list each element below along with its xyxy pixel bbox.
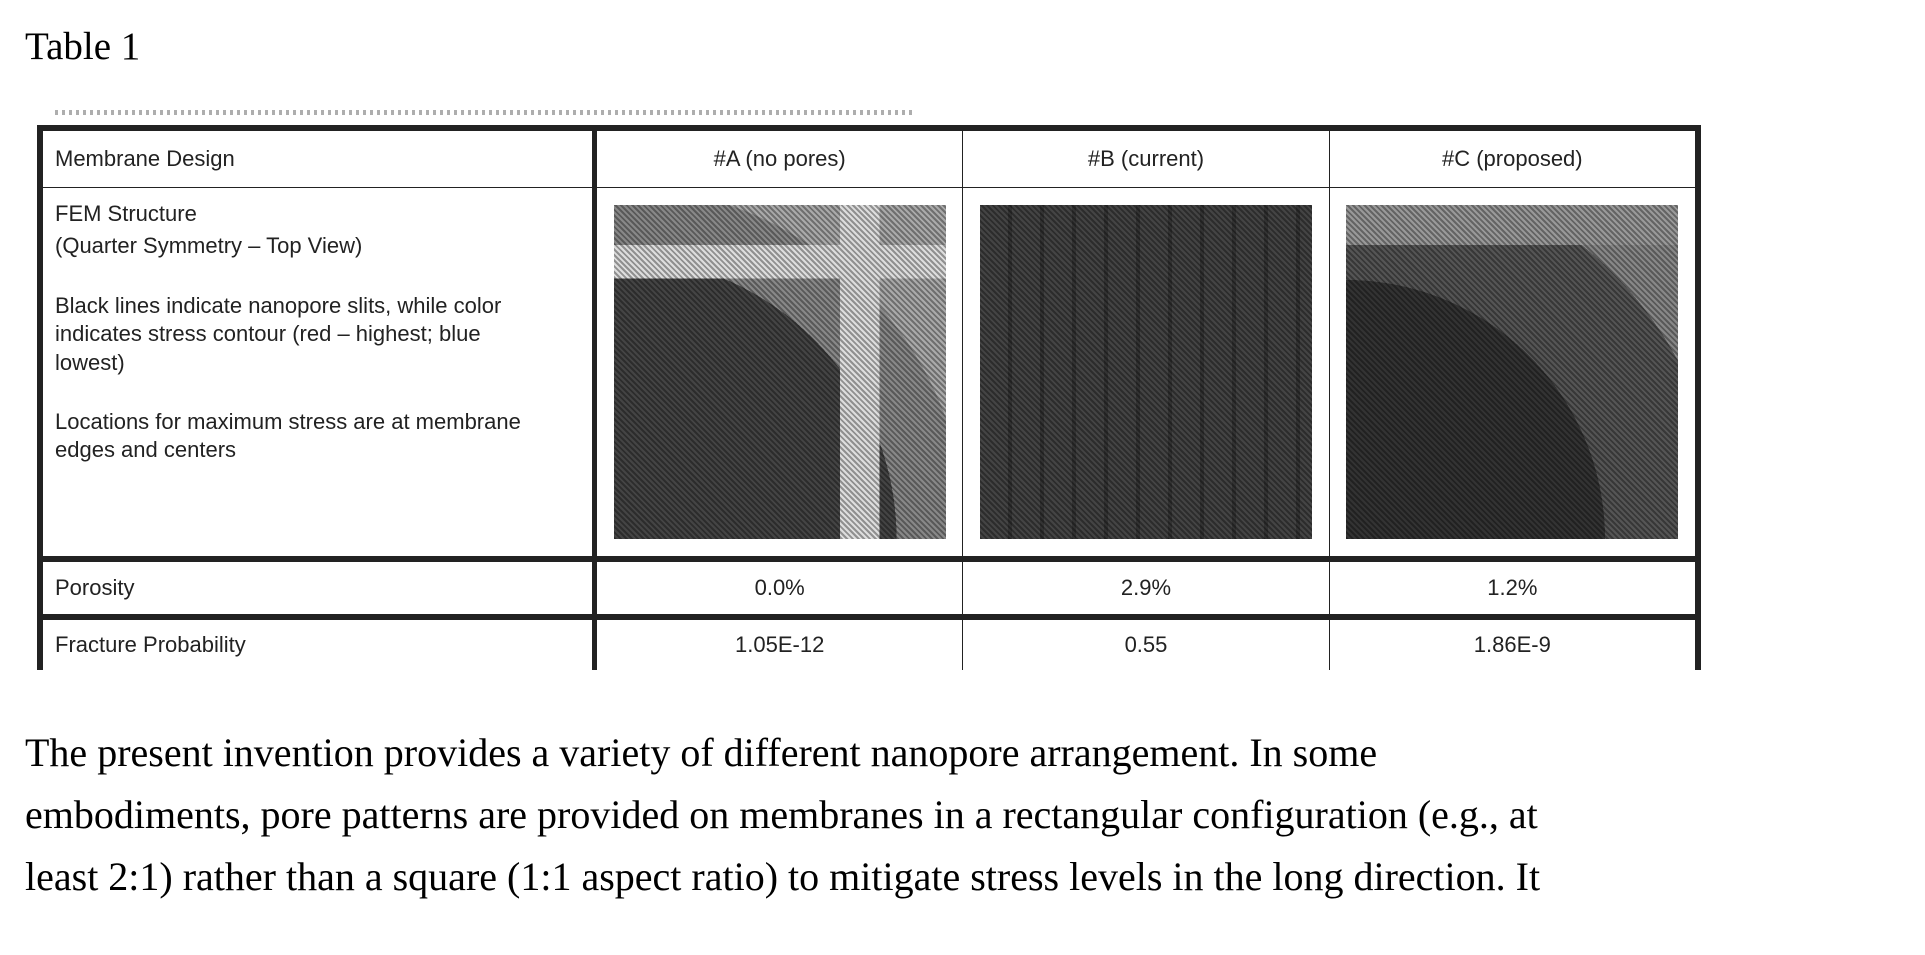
paragraph-line: embodiments, pore patterns are provided … xyxy=(25,784,1905,846)
fem-image-a xyxy=(614,205,946,539)
fem-description-cell: FEM Structure (Quarter Symmetry – Top Vi… xyxy=(40,188,595,560)
fem-note: Locations for maximum stress are at memb… xyxy=(55,408,535,465)
fem-image-c xyxy=(1346,205,1678,539)
table-cell: 1.86E-9 xyxy=(1329,617,1698,670)
fem-title: FEM Structure xyxy=(55,198,580,230)
table-row: Porosity 0.0% 2.9% 1.2% xyxy=(40,559,1698,617)
body-paragraph: The present invention provides a variety… xyxy=(25,722,1905,908)
fem-image-cell xyxy=(963,188,1329,560)
table-cell: 1.2% xyxy=(1329,559,1698,617)
fem-subtitle: (Quarter Symmetry – Top View) xyxy=(55,230,580,262)
table-row: FEM Structure (Quarter Symmetry – Top Vi… xyxy=(40,188,1698,560)
fem-image-cell xyxy=(595,188,963,560)
faint-table-title xyxy=(55,110,915,115)
header-cell: #A (no pores) xyxy=(595,128,963,188)
table-row: Fracture Probability 1.05E-12 0.55 1.86E… xyxy=(40,617,1698,670)
row-label: Porosity xyxy=(40,559,595,617)
header-cell: #B (current) xyxy=(963,128,1329,188)
fem-image-cell xyxy=(1329,188,1698,560)
table-cell: 2.9% xyxy=(963,559,1329,617)
table-cell: 0.0% xyxy=(595,559,963,617)
membrane-design-table: Membrane Design #A (no pores) #B (curren… xyxy=(37,125,1701,670)
fem-note: Black lines indicate nanopore slits, whi… xyxy=(55,292,555,378)
row-label: Fracture Probability xyxy=(40,617,595,670)
table-header-row: Membrane Design #A (no pores) #B (curren… xyxy=(40,128,1698,188)
header-cell: Membrane Design xyxy=(40,128,595,188)
fem-image-b xyxy=(980,205,1312,539)
header-cell: #C (proposed) xyxy=(1329,128,1698,188)
paragraph-line: least 2:1) rather than a square (1:1 asp… xyxy=(25,846,1905,908)
table-cell: 0.55 xyxy=(963,617,1329,670)
table-cell: 1.05E-12 xyxy=(595,617,963,670)
table-caption: Table 1 xyxy=(25,24,140,69)
paragraph-line: The present invention provides a variety… xyxy=(25,722,1905,784)
